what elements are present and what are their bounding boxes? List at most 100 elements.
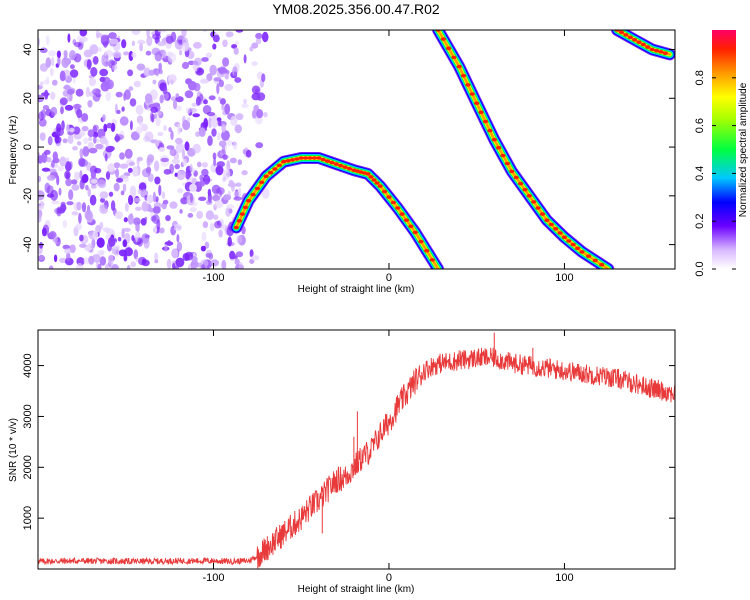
noise-speck bbox=[72, 126, 81, 135]
noise-speck bbox=[185, 169, 191, 180]
colorbar-gradient bbox=[712, 30, 736, 269]
noise-speck bbox=[92, 56, 99, 65]
noise-speck bbox=[202, 221, 209, 229]
track-2-peak bbox=[627, 35, 633, 40]
track-1-peak bbox=[496, 145, 502, 150]
noise-speck bbox=[108, 236, 116, 247]
noise-speck bbox=[67, 33, 71, 43]
noise-speck bbox=[74, 171, 80, 181]
colorbar-tick-label: 0.0 bbox=[694, 261, 706, 276]
noise-speck bbox=[128, 161, 136, 166]
noise-speck bbox=[158, 184, 162, 196]
track-0-peak bbox=[250, 192, 256, 197]
noise-speck bbox=[255, 32, 263, 40]
noise-speck bbox=[170, 130, 174, 140]
track-1-peak bbox=[469, 92, 475, 96]
noise-speck bbox=[111, 264, 120, 269]
noise-speck bbox=[201, 168, 209, 177]
noise-speck bbox=[130, 261, 137, 268]
noise-speck bbox=[60, 72, 64, 81]
noise-speck bbox=[128, 86, 134, 91]
noise-speck bbox=[243, 54, 247, 64]
noise-speck bbox=[237, 159, 242, 166]
noise-speck bbox=[213, 157, 217, 167]
noise-speck bbox=[169, 148, 177, 157]
noise-speck bbox=[199, 78, 208, 84]
noise-speck bbox=[105, 91, 112, 102]
noise-speck bbox=[38, 190, 45, 201]
track-0-peak bbox=[412, 230, 418, 235]
noise-speck bbox=[90, 184, 97, 189]
noise-speck bbox=[113, 162, 121, 169]
track-1-peak bbox=[487, 128, 493, 133]
noise-speck bbox=[233, 47, 239, 55]
noise-speck bbox=[131, 52, 137, 58]
noise-speck bbox=[227, 236, 232, 247]
noise-speck bbox=[92, 230, 99, 241]
noise-speck bbox=[153, 225, 157, 234]
snr-frame bbox=[37, 329, 676, 570]
noise-speck bbox=[205, 199, 213, 205]
track-0-peak bbox=[382, 189, 388, 194]
noise-speck bbox=[155, 116, 161, 127]
noise-speck bbox=[158, 147, 165, 153]
noise-speck bbox=[81, 113, 89, 122]
noise-speck bbox=[186, 117, 191, 122]
noise-speck bbox=[127, 69, 134, 77]
noise-speck bbox=[129, 98, 137, 107]
noise-speck bbox=[56, 175, 60, 186]
noise-speck bbox=[95, 143, 104, 150]
noise-speck bbox=[102, 114, 106, 122]
noise-speck bbox=[39, 242, 44, 249]
noise-speck bbox=[112, 51, 122, 59]
noise-speck bbox=[92, 124, 99, 131]
noise-speck bbox=[103, 123, 108, 132]
noise-speck bbox=[63, 85, 72, 90]
noise-speck bbox=[84, 246, 93, 251]
snr-line bbox=[38, 347, 675, 569]
noise-speck bbox=[128, 194, 134, 206]
spectrogram-y-label: Frequency (Hz) bbox=[8, 116, 19, 185]
noise-speck bbox=[141, 259, 150, 267]
noise-speck bbox=[218, 67, 228, 75]
noise-speck bbox=[86, 59, 92, 70]
track-0-peak bbox=[246, 198, 252, 203]
noise-speck bbox=[201, 231, 207, 242]
noise-speck bbox=[60, 106, 64, 115]
noise-speck bbox=[144, 131, 154, 142]
track-0-peak bbox=[338, 163, 344, 168]
noise-speck bbox=[108, 254, 114, 265]
noise-speck bbox=[123, 92, 127, 102]
track-1-peak bbox=[446, 46, 452, 51]
noise-speck bbox=[133, 217, 141, 226]
noise-speck bbox=[201, 57, 209, 62]
noise-speck bbox=[182, 158, 187, 166]
noise-speck bbox=[85, 184, 89, 191]
noise-speck bbox=[90, 171, 96, 179]
track-1-peak bbox=[586, 254, 592, 258]
noise-speck bbox=[177, 123, 181, 135]
noise-speck bbox=[108, 191, 114, 197]
noise-speck bbox=[75, 223, 82, 231]
noise-speck bbox=[98, 47, 102, 52]
track-0-peak bbox=[294, 157, 300, 161]
noise-speck bbox=[222, 176, 227, 182]
noise-speck bbox=[170, 79, 174, 85]
noise-speck bbox=[114, 211, 124, 220]
noise-speck bbox=[79, 179, 85, 190]
noise-speck bbox=[50, 68, 54, 77]
noise-speck bbox=[235, 30, 244, 33]
noise-speck bbox=[133, 249, 139, 260]
noise-speck bbox=[85, 86, 90, 98]
y-tick-label: 2000 bbox=[22, 455, 34, 479]
track-1-peak bbox=[460, 73, 467, 78]
noise-speck bbox=[40, 81, 44, 87]
noise-speck bbox=[207, 188, 212, 197]
noise-speck bbox=[64, 170, 71, 180]
noise-speck bbox=[152, 33, 161, 40]
noise-speck bbox=[131, 40, 135, 47]
x-tick-label: -100 bbox=[202, 272, 224, 284]
noise-speck bbox=[194, 57, 202, 66]
noise-speck bbox=[88, 147, 98, 154]
noise-speck bbox=[38, 155, 44, 164]
